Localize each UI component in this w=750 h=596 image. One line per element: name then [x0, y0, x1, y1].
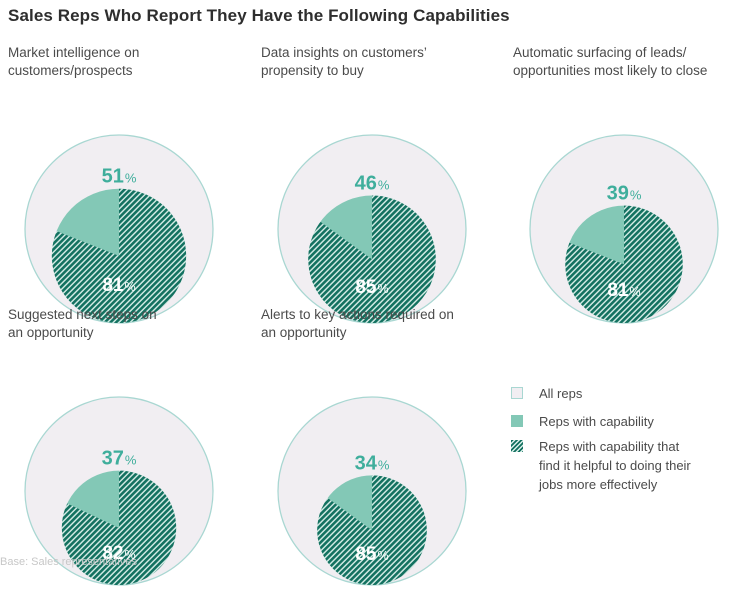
panel-label: Data insights on customers’ propensity to…	[261, 44, 501, 80]
legend-label-capability: Reps with capability	[539, 414, 654, 429]
capability-pct-label: 51%	[102, 166, 137, 188]
panel-label: Automatic surfacing of leads/opportuniti…	[513, 44, 750, 80]
legend-label-helpful: Reps with capability that find it helpfu…	[539, 437, 691, 494]
helpful-slice	[565, 205, 683, 323]
helpful-pct-label: 81%	[607, 280, 640, 301]
capability-pct-label: 39%	[607, 183, 642, 205]
helpful-slice	[317, 475, 427, 585]
legend-label-all-reps: All reps	[539, 386, 583, 401]
chart-panel: Data insights on customers’ propensity to…	[261, 44, 501, 324]
panel-label-line: Automatic surfacing of leads/	[513, 45, 687, 60]
panel-label-line: propensity to buy	[261, 63, 364, 78]
capability-pct-label: 34%	[355, 452, 390, 474]
helpful-slice	[51, 188, 187, 323]
chart-title: Sales Reps Who Report They Have the Foll…	[8, 6, 510, 25]
base-note: Base: Sales representatives	[0, 556, 137, 568]
chart-panel: Automatic surfacing of leads/opportuniti…	[513, 44, 750, 324]
chart-panel: Suggested next steps on an opportunity 37%…	[8, 306, 248, 586]
panel-label-line: Alerts to key actions required on	[261, 307, 454, 322]
panel-label-line: customers/prospects	[8, 63, 133, 78]
helpful-pct-label: 81%	[102, 275, 135, 296]
panel-label-line: an opportunity	[8, 325, 94, 340]
pie-svg: 46% 85%	[277, 134, 467, 324]
pie-svg: 34% 85%	[277, 396, 467, 586]
helpful-pct-label: 85%	[355, 277, 388, 298]
panel-label-line: opportunities most likely to close	[513, 63, 708, 78]
capability-pct-label: 37%	[102, 448, 137, 470]
pie-svg: 39% 81%	[529, 134, 719, 324]
chart-panel: Alerts to key actions required on an oppo…	[261, 306, 501, 586]
helpful-pct-label: 82%	[102, 543, 135, 564]
legend-label-helpful-line: find it helpful to doing their	[539, 458, 691, 473]
legend-swatch-helpful	[511, 440, 523, 452]
pie-svg: 51% 81%	[24, 134, 214, 324]
pie-svg: 37% 82%	[24, 396, 214, 586]
panel-label-line: Data insights on customers’	[261, 45, 427, 60]
panel-label: Alerts to key actions required on an oppo…	[261, 306, 501, 342]
legend-swatch-capability	[511, 415, 523, 427]
legend-swatch-all-reps	[511, 387, 523, 399]
panel-label: Suggested next steps on an opportunity	[8, 306, 248, 342]
helpful-slice	[61, 470, 177, 585]
panel-label-line: Suggested next steps on	[8, 307, 157, 322]
legend-label-helpful-line: Reps with capability that	[539, 439, 680, 454]
helpful-slice	[308, 195, 436, 323]
legend-label-helpful-line: jobs more effectively	[539, 477, 658, 492]
capability-pct-label: 46%	[355, 172, 390, 194]
panel-label: Market intelligence on customers/prospect…	[8, 44, 248, 80]
panel-label-line: Market intelligence on	[8, 45, 140, 60]
chart-panel: Market intelligence on customers/prospect…	[8, 44, 248, 324]
helpful-pct-label: 85%	[355, 544, 388, 565]
panel-label-line: an opportunity	[261, 325, 347, 340]
